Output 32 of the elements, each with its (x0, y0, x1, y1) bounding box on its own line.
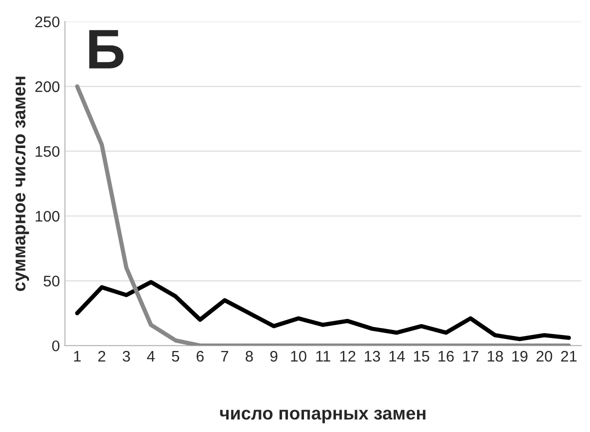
x-tick-label: 9 (270, 350, 278, 362)
x-tick-label: 7 (221, 351, 228, 362)
x-tick-label: 4 (147, 351, 155, 362)
x-tick-label: 5 (172, 351, 180, 362)
x-tick-label: 15 (414, 351, 430, 362)
y-tick-label: 0 (52, 340, 60, 352)
x-tick-label: 10 (291, 350, 306, 362)
line-series (75, 84, 571, 346)
x-tick-label: 16 (438, 350, 454, 362)
y-tick-label: 250 (35, 16, 60, 28)
x-tick-label: 21 (561, 350, 577, 362)
y-tick-label: 100 (36, 210, 60, 222)
x-tick-label: 18 (488, 350, 503, 362)
x-tick-label: 19 (512, 350, 528, 362)
x-tick-label: 11 (316, 351, 330, 362)
x-tick-label: 8 (246, 350, 253, 362)
x-tick-label: 14 (389, 351, 405, 362)
x-tick-label: 17 (463, 351, 478, 362)
y-tick-label: 200 (35, 81, 60, 92)
x-tick-label: 2 (98, 350, 106, 362)
x-tick-label: 12 (340, 350, 356, 362)
x-tick-label: 3 (122, 350, 130, 362)
y-axis-title: суммарное число замен (16, 76, 29, 292)
line-series (75, 280, 571, 342)
x-axis-title: число попарных замен (220, 410, 426, 424)
y-tick-label: 50 (44, 276, 60, 286)
x-tick-label: 6 (196, 350, 204, 362)
chart-title: Б (89, 30, 124, 68)
y-tick-label: 150 (36, 146, 60, 157)
x-tick-label: 13 (364, 350, 380, 362)
x-tick-label: 1 (74, 351, 81, 362)
x-tick-label: 20 (536, 350, 552, 362)
